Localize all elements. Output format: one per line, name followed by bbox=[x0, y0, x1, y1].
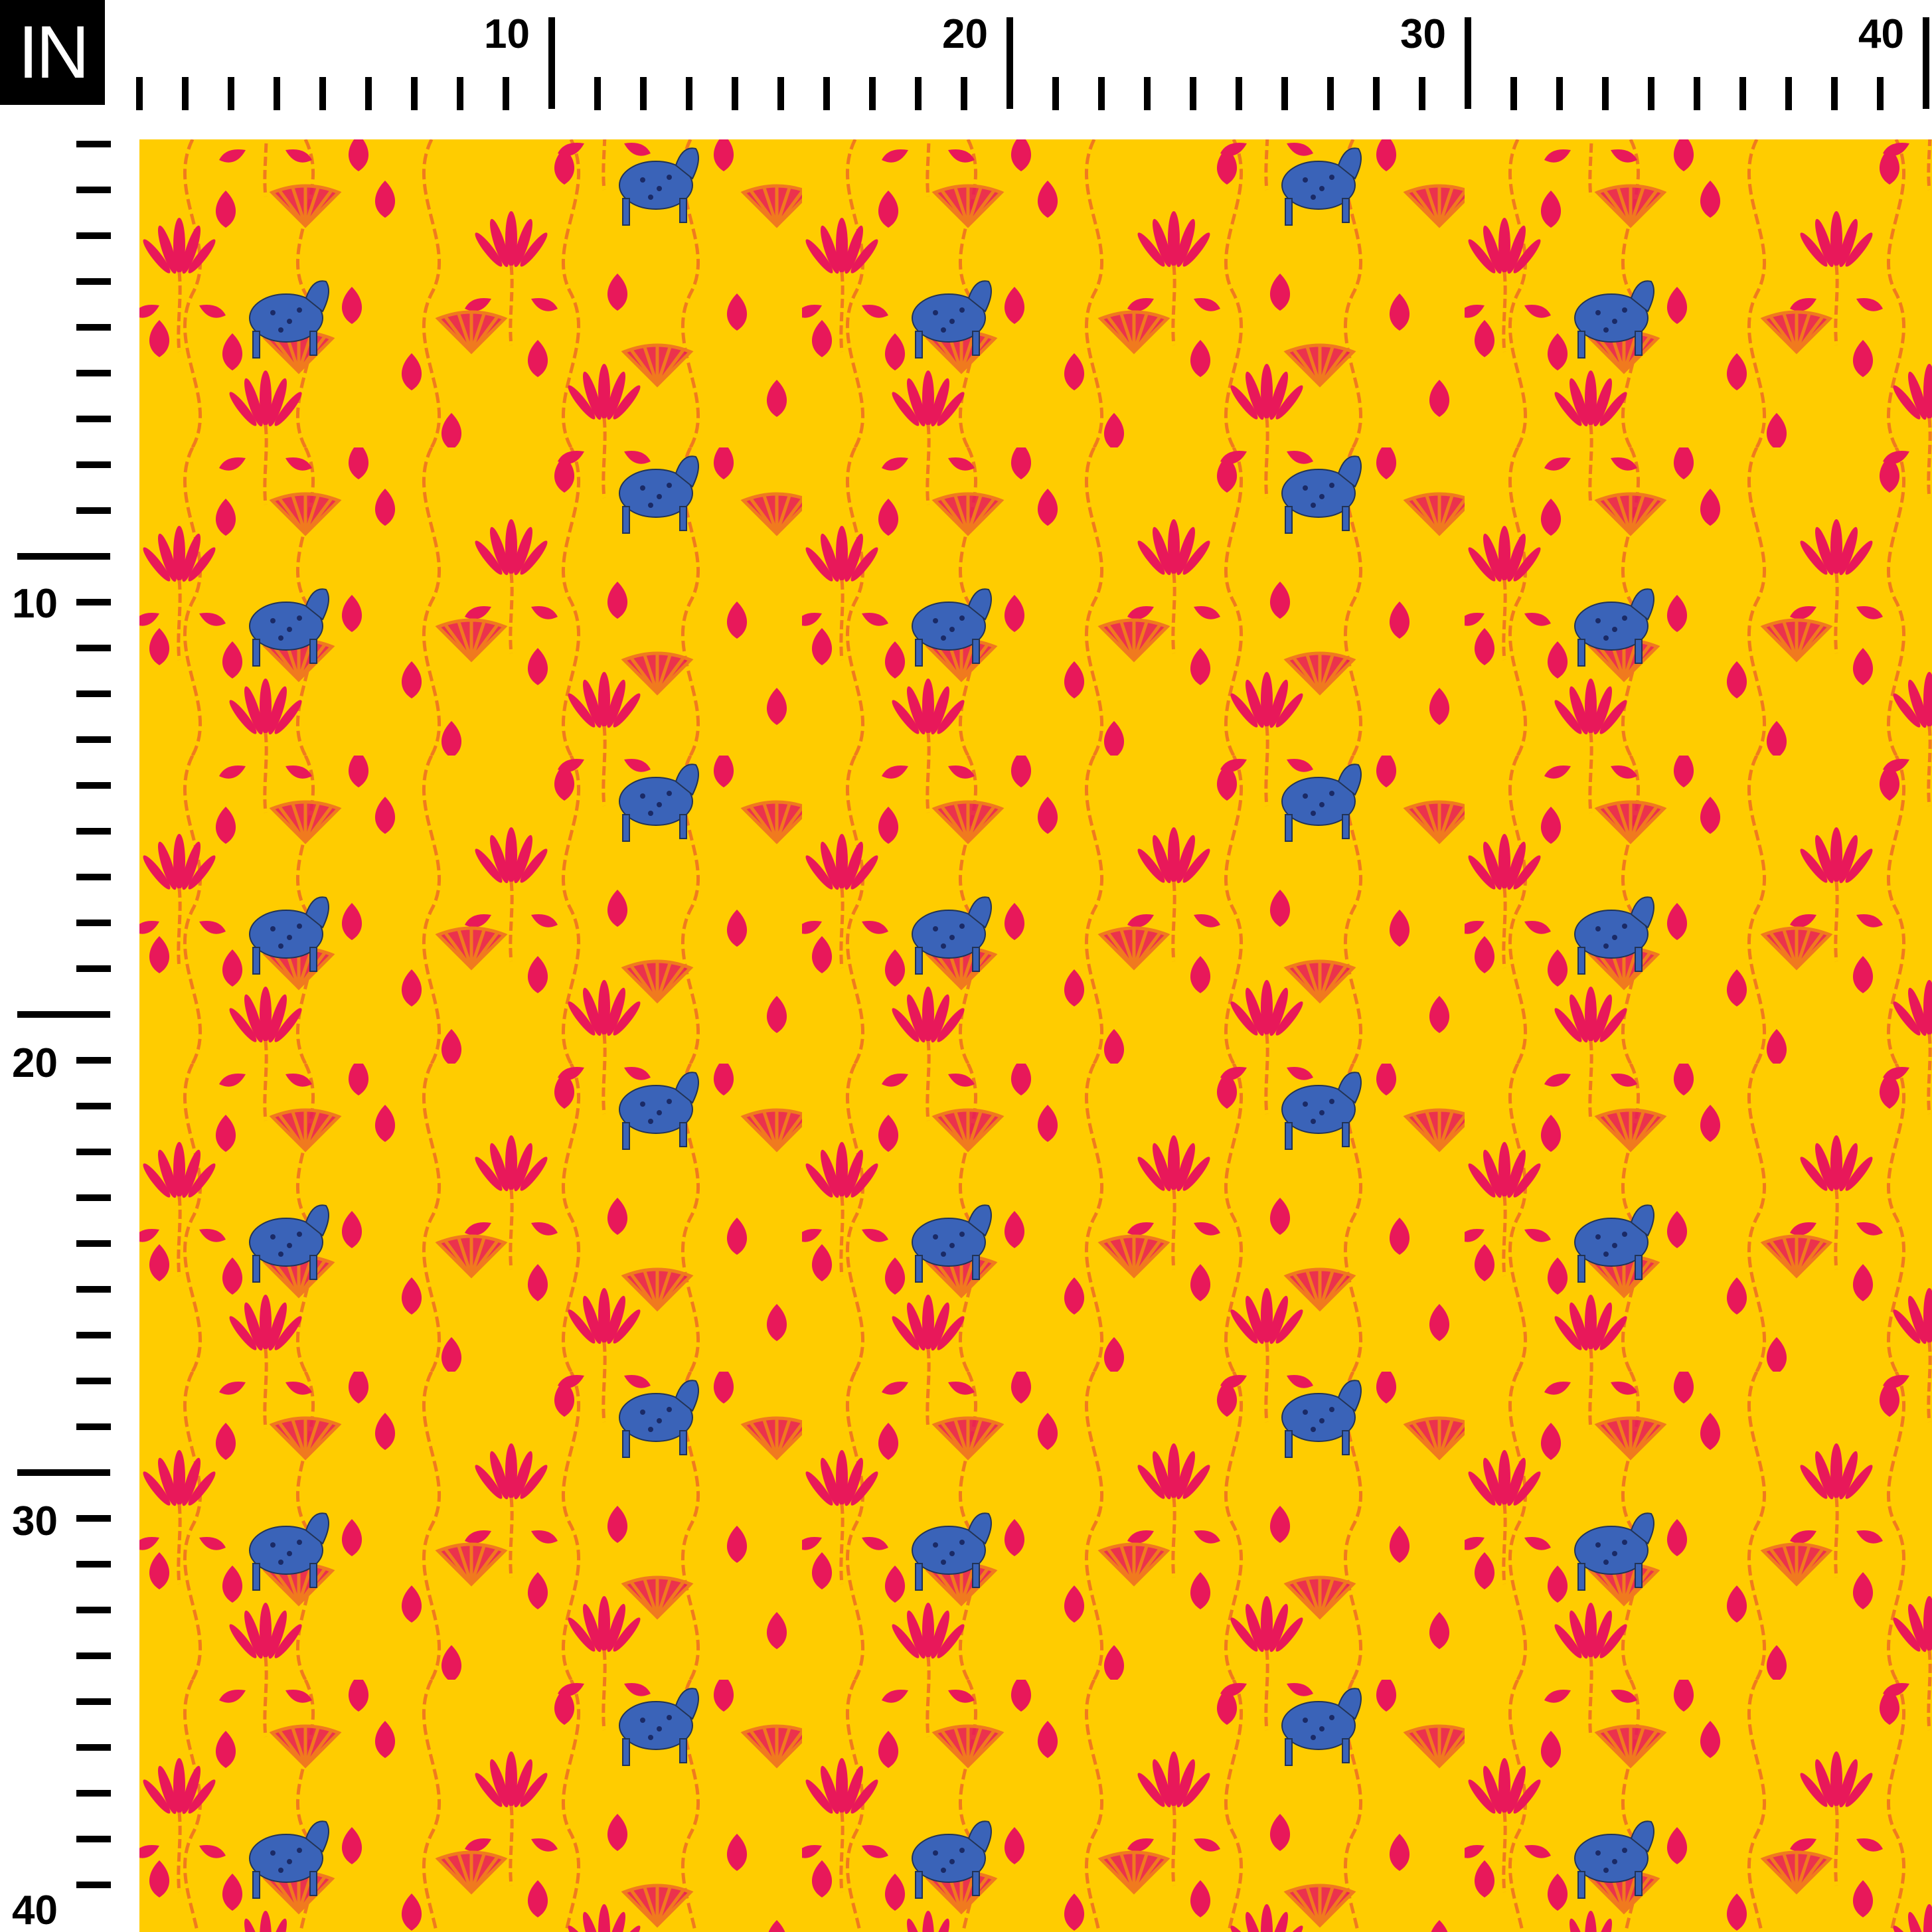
left-label-10: 10 bbox=[12, 581, 58, 627]
minor-tick bbox=[76, 461, 111, 468]
major-tick bbox=[17, 553, 110, 560]
minor-tick bbox=[1327, 77, 1334, 110]
left-ruler bbox=[17, 141, 111, 1888]
minor-tick bbox=[76, 1240, 111, 1247]
minor-tick bbox=[365, 77, 372, 110]
major-tick bbox=[1465, 17, 1471, 109]
minor-tick bbox=[777, 77, 784, 110]
minor-tick bbox=[1648, 77, 1654, 110]
minor-tick bbox=[76, 1561, 111, 1568]
major-tick bbox=[1923, 17, 1929, 109]
minor-tick bbox=[76, 1515, 111, 1522]
minor-tick bbox=[182, 77, 189, 110]
minor-tick bbox=[76, 920, 111, 926]
major-tick bbox=[17, 1011, 110, 1018]
minor-tick bbox=[1052, 77, 1059, 110]
minor-tick bbox=[76, 1607, 111, 1613]
minor-tick bbox=[76, 645, 111, 651]
minor-tick bbox=[503, 77, 509, 110]
minor-tick bbox=[76, 141, 111, 147]
fabric-swatch bbox=[139, 139, 1932, 1932]
minor-tick bbox=[274, 77, 280, 110]
left-label-20: 20 bbox=[12, 1040, 58, 1086]
minor-tick bbox=[76, 1652, 111, 1659]
minor-tick bbox=[1739, 77, 1746, 110]
minor-tick bbox=[76, 1836, 111, 1842]
minor-tick bbox=[76, 1882, 111, 1888]
unit-label: IN bbox=[0, 0, 105, 105]
minor-tick bbox=[76, 278, 111, 285]
minor-tick bbox=[1510, 77, 1517, 110]
minor-tick bbox=[76, 1194, 111, 1201]
minor-tick bbox=[76, 1286, 111, 1293]
minor-tick bbox=[411, 77, 418, 110]
minor-tick bbox=[76, 1378, 111, 1384]
minor-tick bbox=[1281, 77, 1288, 110]
minor-tick bbox=[640, 77, 647, 110]
fabric-pattern bbox=[139, 139, 1932, 1932]
minor-tick bbox=[76, 1149, 111, 1155]
minor-tick bbox=[1877, 77, 1884, 110]
minor-tick bbox=[961, 77, 967, 110]
minor-tick bbox=[1785, 77, 1792, 110]
top-ruler bbox=[136, 17, 1929, 110]
minor-tick bbox=[457, 77, 463, 110]
minor-tick bbox=[76, 690, 111, 697]
minor-tick bbox=[1144, 77, 1151, 110]
minor-tick bbox=[823, 77, 830, 110]
left-label-40: 40 bbox=[12, 1888, 58, 1932]
minor-tick bbox=[76, 1423, 111, 1430]
left-label-30: 30 bbox=[12, 1498, 58, 1544]
minor-tick bbox=[1831, 77, 1838, 110]
top-label-30: 30 bbox=[1400, 11, 1446, 57]
minor-tick bbox=[1694, 77, 1700, 110]
major-tick bbox=[1006, 17, 1013, 109]
minor-tick bbox=[76, 370, 111, 376]
minor-tick bbox=[76, 736, 111, 743]
minor-tick bbox=[76, 324, 111, 331]
top-label-10: 10 bbox=[484, 11, 530, 57]
minor-tick bbox=[76, 828, 111, 835]
minor-tick bbox=[76, 1057, 111, 1064]
minor-tick bbox=[76, 782, 111, 789]
minor-tick bbox=[1373, 77, 1380, 110]
major-tick bbox=[548, 17, 555, 109]
top-label-20: 20 bbox=[942, 11, 988, 57]
minor-tick bbox=[76, 1698, 111, 1705]
minor-tick bbox=[1419, 77, 1425, 110]
minor-tick bbox=[76, 1332, 111, 1338]
minor-tick bbox=[76, 599, 111, 605]
minor-tick bbox=[1602, 77, 1609, 110]
minor-tick bbox=[1190, 77, 1196, 110]
minor-tick bbox=[76, 874, 111, 880]
minor-tick bbox=[76, 232, 111, 239]
minor-tick bbox=[76, 1790, 111, 1797]
minor-tick bbox=[686, 77, 692, 110]
minor-tick bbox=[1098, 77, 1105, 110]
minor-tick bbox=[319, 77, 326, 110]
top-label-40: 40 bbox=[1858, 11, 1904, 57]
minor-tick bbox=[76, 507, 111, 514]
minor-tick bbox=[228, 77, 234, 110]
minor-tick bbox=[594, 77, 601, 110]
minor-tick bbox=[732, 77, 738, 110]
minor-tick bbox=[1556, 77, 1563, 110]
minor-tick bbox=[76, 965, 111, 972]
minor-tick bbox=[76, 1103, 111, 1109]
minor-tick bbox=[136, 77, 143, 110]
minor-tick bbox=[869, 77, 876, 110]
minor-tick bbox=[76, 187, 111, 193]
minor-tick bbox=[76, 1744, 111, 1751]
minor-tick bbox=[76, 416, 111, 422]
minor-tick bbox=[1236, 77, 1242, 110]
minor-tick bbox=[915, 77, 922, 110]
major-tick bbox=[17, 1469, 110, 1476]
